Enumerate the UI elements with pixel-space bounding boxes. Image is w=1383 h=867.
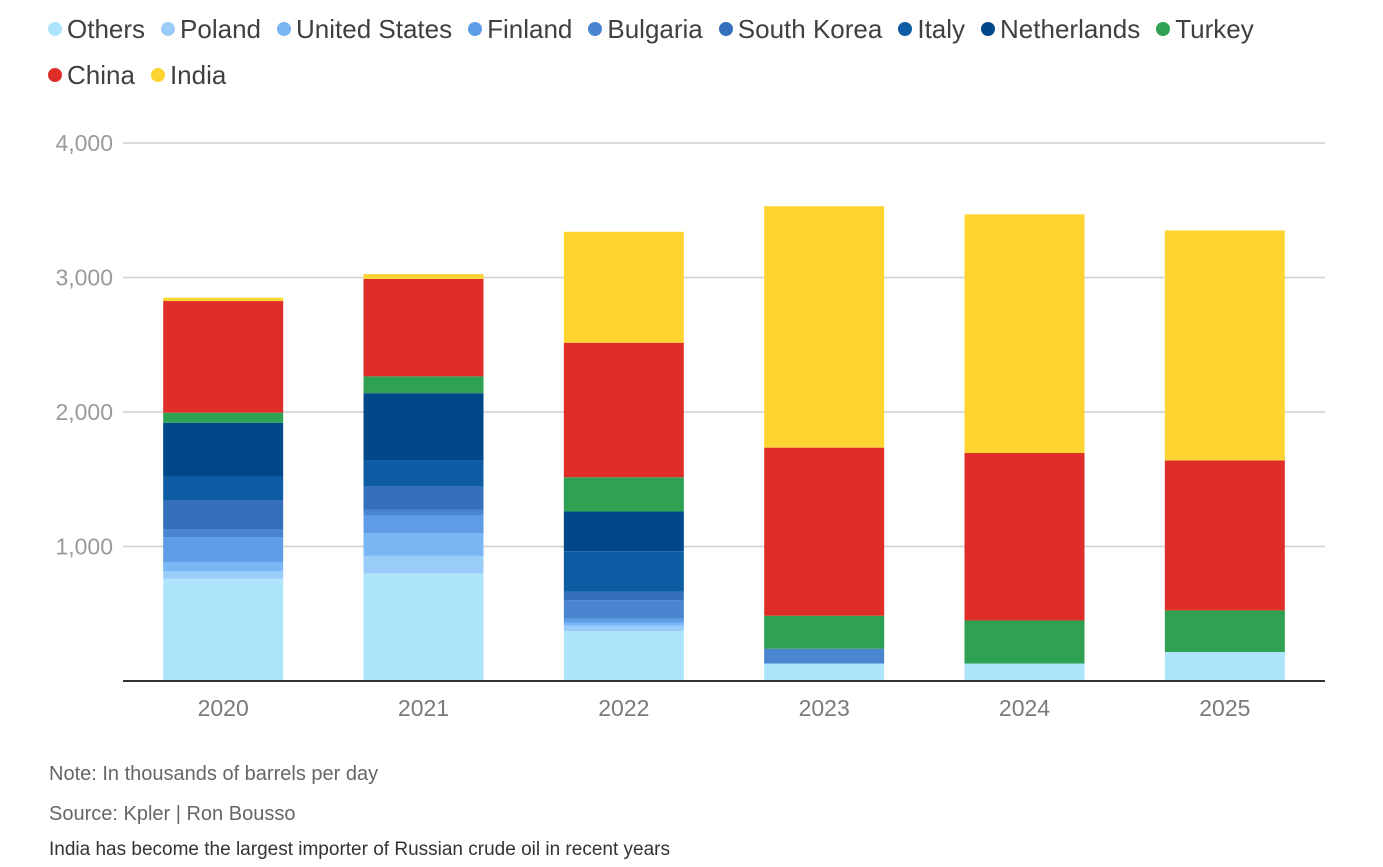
bar-2022-turkey	[563, 477, 684, 512]
x-tick-label-2025: 2025	[1199, 695, 1250, 721]
x-tick-label-2024: 2024	[999, 695, 1050, 721]
legend-label-united-states: United States	[296, 13, 453, 44]
y-tick-label-3000: 3,000	[55, 265, 113, 291]
bar-2023-others	[764, 663, 885, 681]
y-tick-label-1000: 1,000	[55, 534, 113, 560]
bar-2025-others	[1164, 652, 1285, 681]
legend-row-1: Others Poland United States Finland Bulg…	[48, 6, 1348, 52]
legend-row-2: China India	[48, 52, 1348, 98]
legend-item-others: Others	[48, 14, 145, 45]
bar-2025-china	[1164, 460, 1285, 611]
bar-2022-united-states	[563, 622, 684, 626]
x-tick-label-2020: 2020	[198, 695, 249, 721]
bar-2021-others	[363, 573, 484, 681]
legend-swatch-turkey	[1156, 22, 1171, 36]
bar-2020-netherlands	[163, 422, 284, 477]
legend-item-italy: Italy	[898, 14, 965, 45]
legend-item-india: India	[150, 59, 227, 91]
legend-item-united-states: United States	[277, 14, 452, 45]
x-tick-label-2021: 2021	[398, 695, 449, 721]
bar-2022-netherlands	[563, 511, 684, 552]
bar-2022-finland	[563, 618, 684, 623]
x-tick-label-2022: 2022	[598, 695, 649, 721]
bar-2021-netherlands	[363, 393, 484, 461]
legend-item-china: China	[48, 60, 135, 91]
bar-2020-others	[163, 578, 284, 681]
chart-source: Source: Kpler | Ron Bousso	[49, 803, 296, 825]
bar-2020-finland	[163, 537, 284, 562]
legend-label-finland: Finland	[487, 13, 573, 44]
legend-item-bulgaria: Bulgaria	[588, 13, 703, 45]
bar-2020-south-korea	[163, 500, 284, 530]
bar-2021-italy	[363, 460, 484, 487]
bar-2024-turkey	[964, 620, 1085, 664]
legend-label-others: Others	[67, 13, 146, 44]
bar-2022-italy	[563, 551, 684, 592]
bar-2021-poland	[363, 555, 484, 574]
bar-2021-india	[363, 274, 484, 279]
chart-caption: India has become the largest importer of…	[49, 839, 670, 860]
bar-2020-turkey	[163, 412, 284, 423]
y-tick-label-2000: 2,000	[55, 399, 113, 425]
bar-2022-china	[563, 342, 684, 478]
legend-swatch-united-states	[277, 22, 291, 36]
legend-item-turkey: Turkey	[1156, 14, 1254, 45]
bar-2022-poland	[563, 625, 684, 632]
legend-item-poland: Poland	[161, 14, 261, 45]
legend-label-bulgaria: Bulgaria	[607, 13, 703, 44]
bar-2020-bulgaria	[163, 529, 284, 538]
gridlines	[123, 142, 1325, 548]
bar-2020-poland	[163, 571, 284, 579]
legend-label-south-korea: South Korea	[737, 13, 883, 44]
bar-2022-bulgaria	[563, 600, 684, 619]
legend-label-china: China	[67, 59, 135, 90]
legend-label-turkey: Turkey	[1175, 13, 1254, 44]
legend-swatch-finland	[468, 22, 483, 36]
legend-item-netherlands: Netherlands	[981, 14, 1140, 45]
legend-swatch-netherlands	[981, 22, 996, 36]
legend-label-poland: Poland	[180, 13, 261, 44]
bar-2022-others	[563, 631, 684, 681]
bars	[163, 206, 1285, 681]
bar-2023-india	[764, 206, 885, 448]
legend-label-netherlands: Netherlands	[1000, 13, 1141, 44]
bar-2020-italy	[163, 476, 284, 501]
bar-2020-india	[163, 297, 284, 302]
bar-2020-united-states	[163, 561, 284, 572]
bar-2021-bulgaria	[363, 509, 484, 516]
legend-label-italy: Italy	[917, 13, 966, 44]
legend-swatch-south-korea	[718, 22, 733, 36]
legend-swatch-india	[150, 68, 165, 82]
bar-2021-united-states	[363, 533, 484, 556]
y-tick-label-4000: 4,000	[55, 130, 113, 156]
chart-note: Note: In thousands of barrels per day	[49, 763, 379, 785]
bar-2025-india	[1164, 230, 1285, 461]
legend-swatch-italy	[898, 22, 913, 36]
legend-swatch-poland	[161, 22, 176, 36]
bar-2025-turkey	[1164, 610, 1285, 653]
bar-2022-south-korea	[563, 591, 684, 601]
bar-2021-china	[363, 278, 484, 377]
x-tick-label-2023: 2023	[799, 695, 850, 721]
bar-2023-bulgaria	[764, 648, 885, 664]
chart-legend: Others Poland United States Finland Bulg…	[48, 6, 1348, 98]
legend-swatch-bulgaria	[588, 22, 603, 36]
stacked-bar-chart: 1,000 2,000 3,000 4,000 2020 2021 2022 2023 2024…	[55, 130, 1325, 721]
legend-item-south-korea: South Korea	[718, 13, 883, 45]
legend-swatch-china	[48, 68, 62, 82]
axes: 1,000 2,000 3,000 4,000 2020 2021 2022 2023 2024…	[55, 130, 1325, 721]
bar-2024-india	[964, 214, 1085, 454]
bar-2021-finland	[363, 515, 484, 534]
legend-swatch-others	[48, 22, 62, 36]
bar-2020-china	[163, 301, 284, 413]
bar-2021-south-korea	[363, 486, 484, 510]
bar-2024-china	[964, 453, 1085, 621]
bar-2024-others	[964, 663, 1085, 681]
bar-2022-india	[563, 231, 684, 343]
bar-2021-turkey	[363, 376, 484, 394]
legend-label-india: India	[169, 59, 227, 90]
bar-2023-turkey	[764, 615, 885, 649]
legend-item-finland: Finland	[468, 14, 572, 45]
bar-2023-china	[764, 447, 885, 616]
